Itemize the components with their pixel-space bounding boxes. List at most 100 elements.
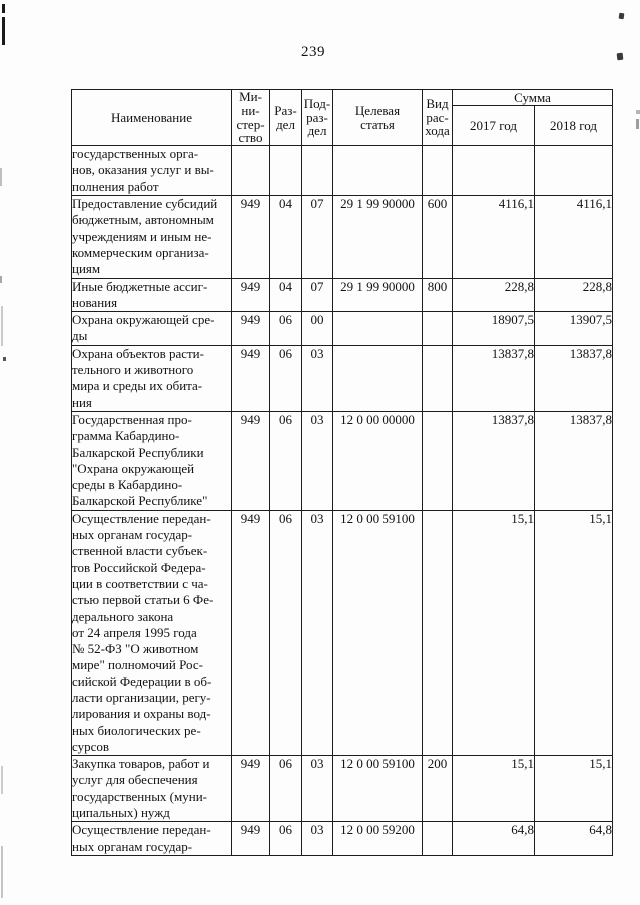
cell-sum-2017: 13837,8 xyxy=(452,344,535,412)
cell-name: Государственная про- грамма Кабардино- Б… xyxy=(71,410,232,511)
table-row: Осуществление передан- ных органам госуд… xyxy=(71,509,613,757)
table-header: Наименование Ми- ни- стер- ство Раз- дел… xyxy=(71,88,613,147)
cell-expense-type: 600 xyxy=(422,195,453,279)
cell-sum-2018: 64,8 xyxy=(534,821,613,856)
cell-section: 06 xyxy=(269,755,302,823)
cell-subsection: 03 xyxy=(301,509,333,757)
cell-ministry: 949 xyxy=(231,509,270,757)
cell-ministry: 949 xyxy=(231,344,270,412)
cell-sum-2017: 18907,5 xyxy=(452,311,535,346)
header-row-top: Наименование Ми- ни- стер- ство Раз- дел… xyxy=(71,88,613,147)
cell-expense-type xyxy=(422,311,453,346)
cell-expense-type xyxy=(422,821,453,856)
cell-expense-type xyxy=(422,509,453,757)
cell-section: 06 xyxy=(269,311,302,346)
cell-sum-2018: 13837,8 xyxy=(534,410,613,511)
table-row: Предоставление субсидий бюджетным, автон… xyxy=(71,195,613,279)
scan-artifact xyxy=(616,52,624,61)
cell-ministry: 949 xyxy=(231,311,270,346)
cell-expense-type xyxy=(422,344,453,412)
cell-ministry: 949 xyxy=(231,277,270,313)
col-header-2018: 2018 год xyxy=(534,105,613,147)
scan-artifact xyxy=(1,306,3,346)
table-row: Иные бюджетные ассиг- нования 949 04 07 … xyxy=(71,277,613,313)
header-row-years: 2017 год 2018 год xyxy=(72,105,613,147)
cell-name: Осуществление передан- ных органам госуд… xyxy=(71,509,232,757)
cell-target-article: 29 1 99 90000 xyxy=(332,277,423,313)
cell-section: 06 xyxy=(269,821,302,856)
table-row: Охрана объектов расти- тельного и животн… xyxy=(71,344,613,412)
budget-table: Наименование Ми- ни- стер- ство Раз- дел… xyxy=(71,88,613,856)
scan-artifact xyxy=(1,766,3,794)
col-header-subsection: Под- раз- дел xyxy=(301,88,333,147)
cell-sum-2017: 228,8 xyxy=(452,277,535,313)
scan-artifact xyxy=(636,110,640,114)
cell-section: 06 xyxy=(269,509,302,757)
cell-expense-type xyxy=(422,145,453,197)
cell-sum-2017 xyxy=(452,145,535,197)
cell-sum-2017: 15,1 xyxy=(452,509,535,757)
scan-artifact xyxy=(618,12,625,20)
cell-ministry: 949 xyxy=(231,195,270,279)
scan-artifact xyxy=(2,17,5,45)
table-row: Охрана окружающей сре- ды 949 06 00 1890… xyxy=(71,311,613,346)
cell-subsection: 03 xyxy=(301,344,333,412)
cell-target-article xyxy=(332,145,423,197)
cell-subsection: 07 xyxy=(301,195,333,279)
col-header-ministry: Ми- ни- стер- ство xyxy=(231,88,270,147)
cell-target-article: 29 1 99 90000 xyxy=(332,195,423,279)
cell-section: 06 xyxy=(269,344,302,412)
cell-name: государственных орга- нов, оказания услу… xyxy=(71,145,232,197)
table-row: государственных орга- нов, оказания услу… xyxy=(71,145,613,197)
cell-subsection: 07 xyxy=(301,277,333,313)
cell-name: Иные бюджетные ассиг- нования xyxy=(71,277,232,313)
cell-ministry: 949 xyxy=(231,755,270,823)
col-header-2017: 2017 год xyxy=(452,105,535,147)
col-header-sum: Сумма xyxy=(452,88,613,107)
cell-target-article: 12 0 00 59100 xyxy=(332,509,423,757)
cell-ministry: 949 xyxy=(231,821,270,856)
cell-target-article: 12 0 00 00000 xyxy=(332,410,423,511)
col-header-name: Наименование xyxy=(71,88,232,147)
table-row: Государственная про- грамма Кабардино- Б… xyxy=(71,410,613,511)
cell-sum-2018: 15,1 xyxy=(534,509,613,757)
scan-artifact xyxy=(3,357,6,361)
cell-sum-2018: 228,8 xyxy=(534,277,613,313)
cell-sum-2017: 4116,1 xyxy=(452,195,535,279)
scan-artifact xyxy=(636,119,639,129)
cell-section xyxy=(269,145,302,197)
cell-target-article xyxy=(332,344,423,412)
cell-sum-2017: 64,8 xyxy=(452,821,535,856)
cell-expense-type: 800 xyxy=(422,277,453,313)
cell-section: 04 xyxy=(269,277,302,313)
cell-sum-2018: 4116,1 xyxy=(534,195,613,279)
cell-target-article: 12 0 00 59100 xyxy=(332,755,423,823)
cell-sum-2018 xyxy=(534,145,613,197)
cell-subsection: 03 xyxy=(301,410,333,511)
col-header-expense-type: Вид рас- хода xyxy=(422,88,453,147)
cell-section: 04 xyxy=(269,195,302,279)
cell-sum-2018: 13837,8 xyxy=(534,344,613,412)
col-header-section: Раз- дел xyxy=(269,88,302,147)
scan-artifact xyxy=(0,276,2,283)
cell-target-article: 12 0 00 59200 xyxy=(332,821,423,856)
cell-sum-2017: 13837,8 xyxy=(452,410,535,511)
scan-artifact xyxy=(1,846,3,898)
cell-ministry: 949 xyxy=(231,410,270,511)
table-row: Закупка товаров, работ и услуг для обесп… xyxy=(71,755,613,823)
cell-expense-type xyxy=(422,410,453,511)
cell-sum-2018: 13907,5 xyxy=(534,311,613,346)
table-body: государственных орга- нов, оказания услу… xyxy=(71,145,613,856)
cell-section: 06 xyxy=(269,410,302,511)
cell-subsection: 03 xyxy=(301,821,333,856)
col-header-target-article: Целевая статья xyxy=(332,88,423,147)
scan-artifact xyxy=(2,4,5,13)
cell-expense-type: 200 xyxy=(422,755,453,823)
cell-ministry xyxy=(231,145,270,197)
cell-name: Осуществление передан- ных органам госуд… xyxy=(71,821,232,856)
table-row: Осуществление передан- ных органам госуд… xyxy=(71,821,613,856)
cell-subsection: 03 xyxy=(301,755,333,823)
cell-sum-2018: 15,1 xyxy=(534,755,613,823)
page-number: 239 xyxy=(301,44,325,60)
